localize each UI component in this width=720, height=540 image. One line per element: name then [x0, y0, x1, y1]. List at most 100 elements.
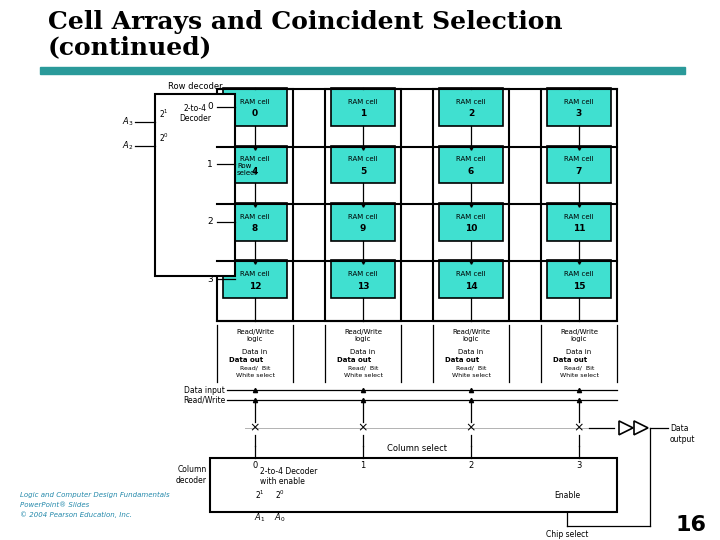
- Text: RAM cell: RAM cell: [456, 214, 486, 220]
- Bar: [331, 146, 395, 183]
- Text: RAM cell: RAM cell: [240, 214, 270, 220]
- Text: Read/  Bit: Read/ Bit: [240, 366, 270, 370]
- Text: $2^1$: $2^1$: [255, 489, 265, 502]
- Text: Read/Write: Read/Write: [183, 396, 225, 404]
- Text: $A_0$: $A_0$: [274, 512, 286, 524]
- Text: RAM cell: RAM cell: [456, 99, 486, 105]
- Text: $2^0$: $2^0$: [159, 131, 169, 144]
- Text: ×: ×: [358, 421, 368, 434]
- Text: RAM cell: RAM cell: [564, 214, 594, 220]
- Text: 7: 7: [576, 167, 582, 176]
- Text: RAM cell: RAM cell: [348, 272, 378, 278]
- Text: RAM cell: RAM cell: [348, 99, 378, 105]
- Text: RAM cell: RAM cell: [564, 157, 594, 163]
- Text: RAM cell: RAM cell: [564, 272, 594, 278]
- Text: $A_1$: $A_1$: [254, 512, 266, 524]
- Text: 3: 3: [576, 110, 582, 118]
- Text: RAM cell: RAM cell: [456, 157, 486, 163]
- Text: 0: 0: [207, 103, 213, 111]
- Text: White select: White select: [343, 373, 382, 379]
- Text: White select: White select: [451, 373, 490, 379]
- Bar: [223, 146, 287, 183]
- Text: PowerPoint® Slides: PowerPoint® Slides: [20, 502, 89, 508]
- Text: White select: White select: [235, 373, 274, 379]
- Bar: [547, 88, 611, 126]
- Text: 2-to-4: 2-to-4: [184, 104, 207, 113]
- Text: 14: 14: [464, 282, 477, 291]
- PathPatch shape: [619, 421, 633, 435]
- Text: Data out: Data out: [229, 356, 263, 362]
- Bar: [547, 146, 611, 183]
- Text: 13: 13: [356, 282, 369, 291]
- Text: Data out: Data out: [337, 356, 371, 362]
- Text: Data input: Data input: [184, 386, 225, 395]
- Text: Read/  Bit: Read/ Bit: [456, 366, 486, 370]
- Text: 8: 8: [252, 224, 258, 233]
- Text: 16: 16: [675, 515, 706, 535]
- Text: 15: 15: [572, 282, 585, 291]
- Text: $A_3$: $A_3$: [122, 116, 133, 128]
- Text: 5: 5: [360, 167, 366, 176]
- Text: Data in: Data in: [243, 349, 268, 355]
- Bar: [547, 203, 611, 241]
- Text: ×: ×: [250, 421, 260, 434]
- Text: 4: 4: [252, 167, 258, 176]
- Bar: [223, 260, 287, 298]
- Text: Data in: Data in: [351, 349, 376, 355]
- Text: White select: White select: [559, 373, 598, 379]
- Bar: [331, 88, 395, 126]
- Text: Row decoder: Row decoder: [168, 82, 222, 91]
- Bar: [217, 89, 293, 321]
- Text: $2^0$: $2^0$: [275, 489, 285, 502]
- Bar: [223, 203, 287, 241]
- Text: 6: 6: [468, 167, 474, 176]
- Text: Cell Arrays and Coincident Selection: Cell Arrays and Coincident Selection: [48, 10, 562, 34]
- Text: Data in: Data in: [459, 349, 484, 355]
- Text: 2-to-4 Decoder: 2-to-4 Decoder: [260, 467, 318, 476]
- Text: ×: ×: [574, 421, 584, 434]
- Text: 2: 2: [468, 110, 474, 118]
- Text: 3: 3: [576, 461, 582, 470]
- Bar: [439, 88, 503, 126]
- Text: RAM cell: RAM cell: [564, 99, 594, 105]
- Bar: [331, 260, 395, 298]
- Text: Read/Write
logic: Read/Write logic: [452, 329, 490, 342]
- Text: ×: ×: [466, 421, 476, 434]
- Text: Logic and Computer Design Fundamentals: Logic and Computer Design Fundamentals: [20, 492, 170, 498]
- Text: $A_2$: $A_2$: [122, 139, 133, 152]
- Text: 3: 3: [207, 275, 213, 284]
- Text: Data
output: Data output: [670, 424, 696, 444]
- Text: © 2004 Pearson Education, Inc.: © 2004 Pearson Education, Inc.: [20, 512, 132, 518]
- Text: 10: 10: [465, 224, 477, 233]
- Text: Data out: Data out: [553, 356, 587, 362]
- Text: Column
decoder: Column decoder: [176, 465, 207, 485]
- Text: Read/  Bit: Read/ Bit: [564, 366, 594, 370]
- Text: RAM cell: RAM cell: [348, 157, 378, 163]
- Text: Decoder: Decoder: [179, 114, 211, 123]
- Text: RAM cell: RAM cell: [456, 272, 486, 278]
- Text: Row
select: Row select: [237, 163, 258, 176]
- Text: RAM cell: RAM cell: [240, 157, 270, 163]
- Text: RAM cell: RAM cell: [240, 99, 270, 105]
- Bar: [433, 89, 509, 321]
- Text: RAM cell: RAM cell: [240, 272, 270, 278]
- PathPatch shape: [634, 421, 648, 435]
- Text: with enable: with enable: [260, 477, 305, 486]
- Bar: [439, 260, 503, 298]
- Text: Enable: Enable: [554, 491, 580, 500]
- Text: 2: 2: [469, 461, 474, 470]
- Bar: [331, 203, 395, 241]
- Bar: [223, 88, 287, 126]
- Bar: [40, 68, 685, 75]
- Bar: [155, 94, 235, 276]
- Text: Read/Write
logic: Read/Write logic: [344, 329, 382, 342]
- Bar: [541, 89, 617, 321]
- Text: 0: 0: [253, 461, 258, 470]
- Text: 11: 11: [572, 224, 585, 233]
- Text: 2: 2: [207, 218, 213, 226]
- Text: Read/Write
logic: Read/Write logic: [560, 329, 598, 342]
- Bar: [439, 203, 503, 241]
- Bar: [439, 146, 503, 183]
- Text: (continued): (continued): [48, 36, 212, 59]
- Text: $2^1$: $2^1$: [159, 107, 168, 120]
